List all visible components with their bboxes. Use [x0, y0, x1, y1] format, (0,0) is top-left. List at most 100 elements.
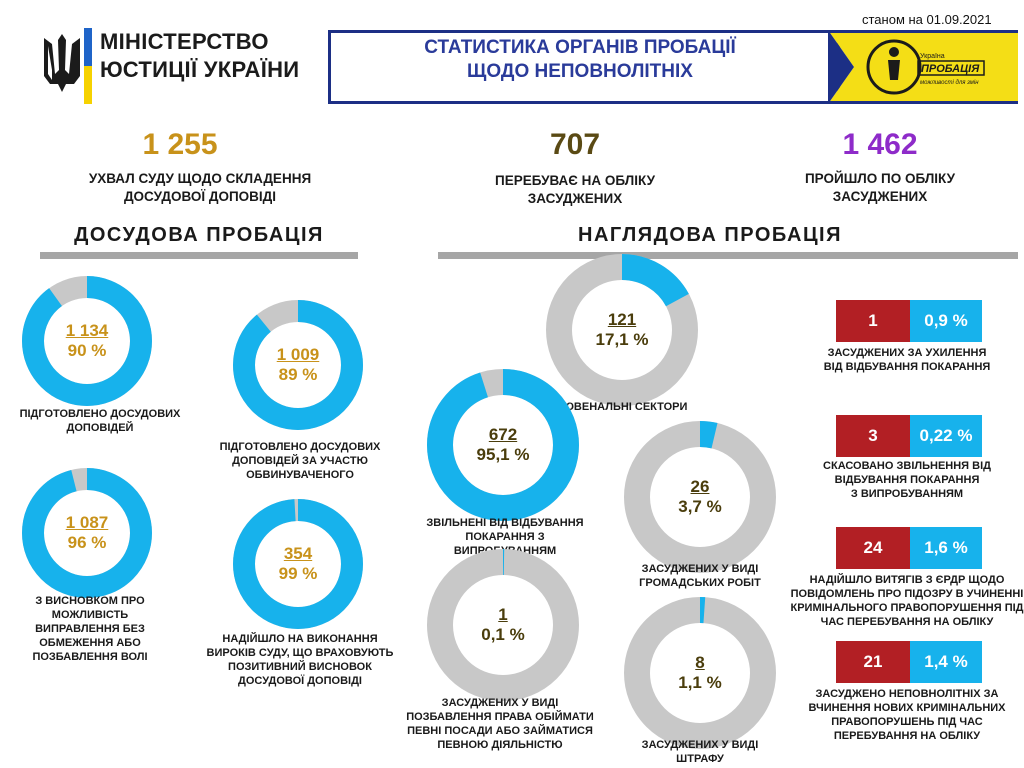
stat-label-registered: ПЕРЕБУВАЄ НА ОБЛІКУ ЗАСУДЖЕНИХ	[470, 172, 680, 208]
donut-percent-label: 99 %	[278, 564, 318, 583]
donut-caption-line: ПЕВНІ ПОСАДИ АБО ЗАЙМАТИСЯ	[407, 725, 593, 737]
donut-caption-line: ПОЗИТИВНИЙ ВИСНОВОК	[228, 661, 372, 673]
donut-caption-line: ГРОМАДСЬКИХ РОБІТ	[639, 577, 761, 589]
donut-percent-label: 95,1 %	[476, 445, 530, 464]
donut-slice	[427, 369, 579, 521]
donut-caption-line: ЗАСУДЖЕНИХ У ВИДІ	[641, 739, 759, 751]
indicator-percent: 0,9 %	[910, 300, 982, 342]
indicator-count: 21	[836, 641, 910, 683]
stat-label-passed: ПРОЙШЛО ПО ОБЛІКУ ЗАСУДЖЕНИХ	[770, 170, 990, 206]
indicator-count: 1	[836, 300, 910, 342]
probation-logo: Україна ПРОБАЦІЯ можливості для змін	[828, 30, 1018, 104]
donut-value-label: 672	[488, 425, 518, 444]
donut-value-label: 26	[690, 477, 710, 496]
indicator-count: 3	[836, 415, 910, 457]
donut-chart-1-0	[546, 254, 698, 406]
donut-caption-line: ЮВЕНАЛЬНІ СЕКТОРИ	[562, 401, 688, 413]
indicator-percent: 1,6 %	[910, 527, 982, 569]
page-title-line1: СТАТИСТИКА ОРГАНІВ ПРОБАЦІЇ	[424, 37, 736, 58]
donut-value-label: 1 087	[65, 513, 109, 532]
donut-slice	[546, 254, 698, 406]
indicator-caption-line: ВІД ВІДБУВАННЯ ПОКАРАННЯ	[823, 361, 991, 373]
donut-caption-line: ДОПОВІДЕЙ	[66, 422, 134, 434]
donut-caption-line: ОБМЕЖЕННЯ АБО	[39, 637, 141, 649]
stat-label-registered-line2: ЗАСУДЖЕНИХ	[527, 191, 623, 206]
donut-percent-label: 90 %	[67, 341, 107, 360]
donut-caption-line: ЗВІЛЬНЕНІ ВІД ВІДБУВАННЯ	[426, 517, 584, 529]
donut-caption-line: НАДІЙШЛО НА ВИКОНАННЯ	[222, 633, 378, 645]
section-rule-supervisory	[438, 252, 1018, 259]
indicator-caption-line: ВЧИНЕННЯ НОВИХ КРИМІНАЛЬНИХ	[808, 702, 1006, 714]
stat-label-passed-line2: ЗАСУДЖЕНИХ	[832, 189, 928, 204]
donut-slice	[233, 499, 363, 629]
section-rule-pretrial	[40, 252, 358, 259]
donut-chart-1-1	[427, 369, 579, 521]
donut-caption-line: ПІДГОТОВЛЕНО ДОСУДОВИХ	[219, 441, 381, 453]
donut-caption-line: ЗАСУДЖЕНИХ У ВИДІ	[641, 563, 759, 575]
donut-caption-line: ОБВИНУВАЧЕНОГО	[246, 469, 354, 481]
donut-caption: ЗАСУДЖЕНИХ У ВИДІ ПОЗБАВЛЕННЯ ПРАВА ОБІЙМ…	[390, 696, 610, 752]
donut-caption-line: ПЕВНОЮ ДІЯЛЬНІСТЮ	[437, 739, 563, 751]
donut-caption: ПІДГОТОВЛЕНО ДОСУДОВИХ ДОПОВІДЕЙ	[10, 407, 190, 435]
donut-caption: ЗАСУДЖЕНИХ У ВИДІ ШТРАФУ	[605, 738, 795, 766]
indicator-caption-line: З ВИПРОБУВАННЯМ	[850, 488, 964, 500]
indicator-caption: СКАСОВАНО ЗВІЛЬНЕННЯ ВІД ВІДБУВАННЯ ПОКАР…	[790, 459, 1024, 501]
ministry-name-line2: ЮСТИЦІЇ УКРАЇНИ	[100, 57, 300, 82]
donut-value-label: 1	[498, 605, 508, 624]
ministry-name-line1: МІНІСТЕРСТВО	[100, 29, 269, 54]
donut-slice	[22, 276, 152, 406]
logo-text-top: Україна	[920, 53, 945, 60]
donut-chart-1-3	[427, 549, 579, 701]
section-title-pretrial: ДОСУДОВА ПРОБАЦІЯ	[74, 224, 324, 246]
indicator-caption-line: ЧАС ПЕРЕБУВАННЯ НА ОБЛІКУ	[820, 616, 994, 628]
donut-caption-line: ЗАСУДЖЕНИХ У ВИДІ	[441, 697, 559, 709]
section-title-supervisory: НАГЛЯДОВА ПРОБАЦІЯ	[578, 224, 842, 246]
indicator-percent: 0,22 %	[910, 415, 982, 457]
donut-value-label: 121	[607, 310, 637, 329]
indicator-caption: ЗАСУДЖЕНО НЕПОВНОЛІТНІХ ЗА ВЧИНЕННЯ НОВИХ…	[790, 687, 1024, 743]
donut-percent-label: 0,1 %	[481, 625, 525, 644]
donut-caption-line: ДОСУДОВОЇ ДОПОВІДІ	[238, 675, 362, 687]
donut-percent-label: 17,1 %	[595, 330, 649, 349]
donut-caption-line: ВИРОКІВ СУДУ, ЩО ВРАХОВУЮТЬ	[206, 647, 394, 659]
flag-bar	[84, 28, 92, 104]
ministry-name: МІНІСТЕРСТВО ЮСТИЦІЇ УКРАЇНИ	[100, 28, 299, 84]
donut-value-label: 8	[695, 653, 705, 672]
donut-slice	[233, 300, 363, 430]
donut-slice	[427, 549, 579, 701]
indicator-caption: ЗАСУДЖЕНИХ ЗА УХИЛЕННЯ ВІД ВІДБУВАННЯ ПОК…	[790, 346, 1024, 374]
donut-chart-0-3	[233, 499, 363, 629]
indicator-caption-line: ЗАСУДЖЕНО НЕПОВНОЛІТНІХ ЗА	[815, 688, 999, 700]
indicator-caption-line: ВІДБУВАННЯ ПОКАРАННЯ	[834, 474, 980, 486]
donut-chart-1-2	[624, 421, 776, 573]
indicator-caption-line: НАДІЙШЛО ВИТЯГІВ З ЄРДР ЩОДО	[809, 574, 1005, 586]
donut-percent-label: 1,1 %	[678, 673, 722, 692]
stat-label-rulings: УХВАЛ СУДУ ЩОДО СКЛАДЕННЯ ДОСУДОВОЇ ДОПО…	[40, 170, 360, 206]
indicator-caption-line: КРИМІНАЛЬНОГО ПРАВОПОРУШЕННЯ ПІД	[790, 602, 1024, 614]
logo-text-main: ПРОБАЦІЯ	[921, 63, 980, 75]
indicator-caption-line: ПОВІДОМЛЕНЬ ПРО ПІДОЗРУ В УЧИНЕННІ	[790, 588, 1024, 600]
trident-emblem-icon	[44, 34, 80, 92]
donut-slice	[624, 597, 776, 749]
indicator-count: 24	[836, 527, 910, 569]
donut-caption-line: ПОЗБАВЛЕННЯ ВОЛІ	[32, 651, 148, 663]
donut-chart-0-1	[233, 300, 363, 430]
indicator-percent: 1,4 %	[910, 641, 982, 683]
donut-caption: ЗАСУДЖЕНИХ У ВИДІ ГРОМАДСЬКИХ РОБІТ	[605, 562, 795, 590]
donut-caption: НАДІЙШЛО НА ВИКОНАННЯ ВИРОКІВ СУДУ, ЩО ВР…	[195, 632, 405, 688]
donut-caption: ПІДГОТОВЛЕНО ДОСУДОВИХ ДОПОВІДЕЙ ЗА УЧАСТ…	[205, 440, 395, 482]
title-banner	[328, 30, 840, 104]
donut-slice	[624, 421, 776, 573]
donut-caption-line: ПІДГОТОВЛЕНО ДОСУДОВИХ	[19, 408, 181, 420]
indicator-caption-line: ЗАСУДЖЕНИХ ЗА УХИЛЕННЯ	[827, 347, 987, 359]
donut-chart-0-2	[22, 468, 152, 598]
donut-chart-1-4	[624, 597, 776, 749]
donut-caption-line: МОЖЛИВІСТЬ	[51, 609, 129, 621]
donut-caption-line: ДОПОВІДЕЙ ЗА УЧАСТЮ	[232, 455, 368, 467]
donut-caption-line: З ВИСНОВКОМ ПРО	[35, 595, 145, 607]
indicator-caption-line: СКАСОВАНО ЗВІЛЬНЕННЯ ВІД	[823, 460, 991, 472]
stat-value-passed: 1 462	[842, 128, 918, 161]
donut-value-label: 354	[283, 544, 313, 563]
donut-caption-line: ПОЗБАВЛЕННЯ ПРАВА ОБІЙМАТИ	[406, 711, 594, 723]
indicator-caption-line: ПРАВОПОРУШЕНЬ ПІД ЧАС	[831, 716, 983, 728]
